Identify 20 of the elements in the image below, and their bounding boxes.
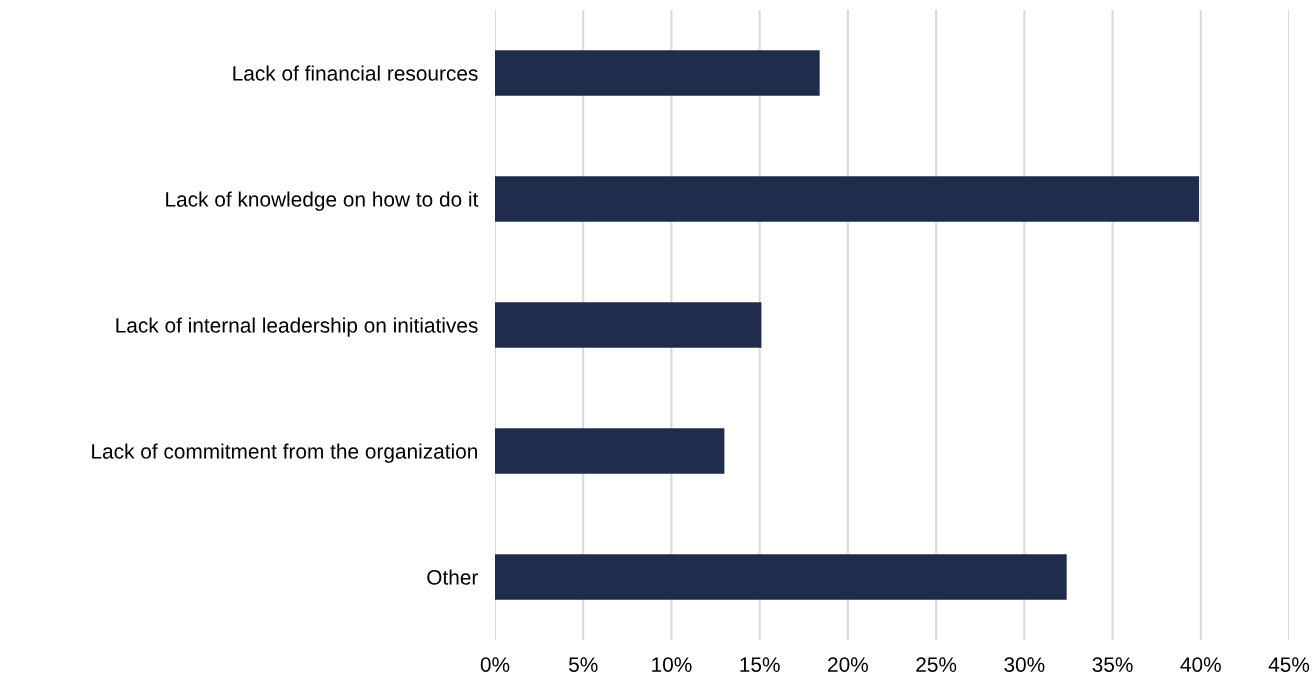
x-tick-label: 25% bbox=[916, 657, 957, 672]
x-tick-label: 35% bbox=[1092, 657, 1133, 672]
x-tick-label: 0% bbox=[480, 657, 510, 672]
y-tick-label: Lack of financial resources bbox=[233, 65, 478, 81]
y-tick-label: Other bbox=[427, 569, 478, 585]
y-tick-label: Lack of internal leadership on initiatives bbox=[116, 317, 478, 337]
x-tick-label: 15% bbox=[740, 657, 780, 672]
y-tick-label: Lack of commitment from the organization bbox=[92, 443, 478, 463]
x-tick-label: 45% bbox=[1268, 657, 1310, 672]
x-tick-label: 40% bbox=[1180, 657, 1221, 672]
bar bbox=[495, 176, 1200, 222]
bar bbox=[495, 50, 820, 96]
y-tick-label: Lack of knowledge on how to do it bbox=[166, 191, 479, 211]
x-tick-label: 30% bbox=[1004, 657, 1045, 672]
x-tick-label: 5% bbox=[569, 657, 598, 672]
bar bbox=[495, 302, 762, 348]
bar bbox=[495, 428, 725, 474]
x-tick-label: 10% bbox=[652, 657, 692, 672]
bar bbox=[495, 554, 1067, 600]
x-tick-label: 20% bbox=[828, 657, 868, 672]
